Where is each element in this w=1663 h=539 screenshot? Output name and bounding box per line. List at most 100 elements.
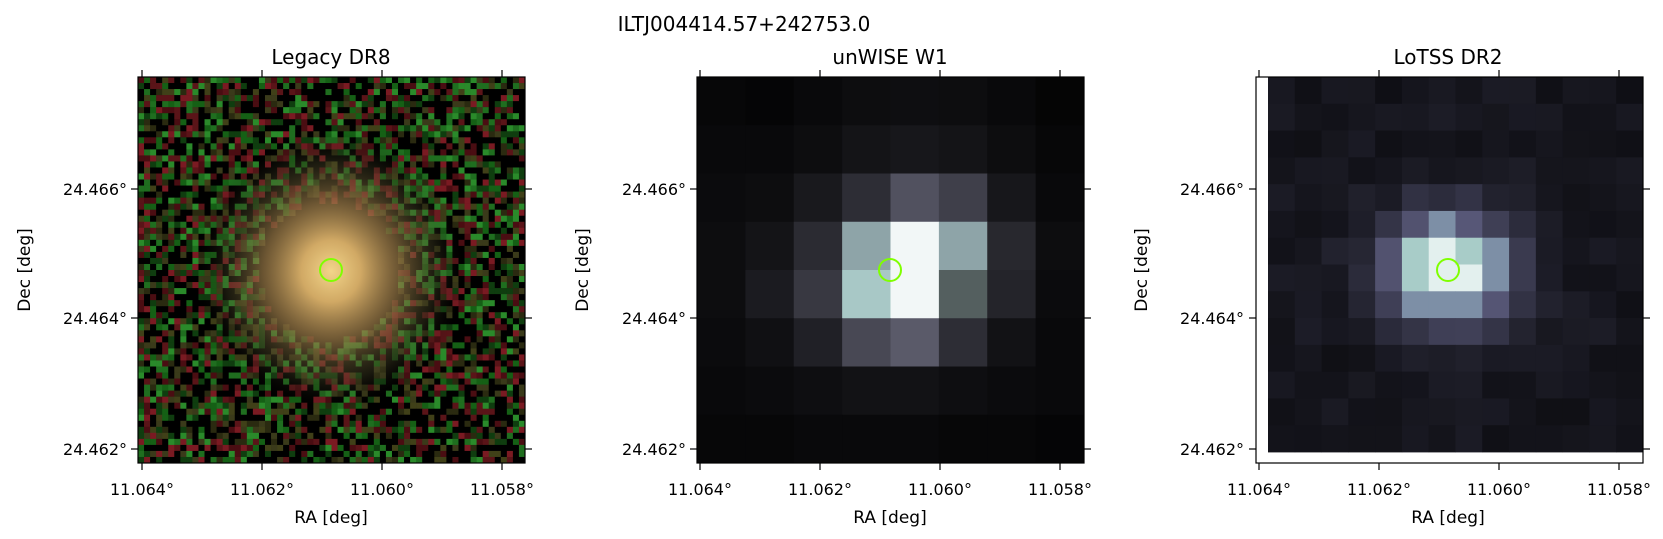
- noise-pixel: [192, 185, 199, 192]
- noise-pixel: [494, 173, 502, 180]
- image-pixel: [1294, 103, 1322, 131]
- noise-pixel: [488, 95, 496, 102]
- noise-pixel: [446, 131, 453, 138]
- noise-pixel: [464, 185, 471, 192]
- noise-pixel: [174, 390, 181, 397]
- image-pixel: [745, 366, 795, 416]
- noise-pixel: [404, 77, 411, 84]
- noise-pixel: [252, 131, 260, 138]
- noise-pixel: [210, 77, 217, 84]
- noise-pixel: [458, 89, 465, 96]
- noise-pixel: [222, 438, 230, 446]
- image-pixel: [1616, 398, 1644, 426]
- noise-pixel: [180, 77, 187, 84]
- y-tick-label: 24.464°: [1180, 309, 1244, 328]
- image-pixel: [890, 77, 940, 126]
- image-pixel: [1589, 103, 1617, 131]
- noise-pixel: [168, 420, 175, 428]
- noise-pixel: [391, 414, 399, 422]
- noise-pixel: [464, 101, 471, 108]
- noise-pixel: [452, 438, 459, 446]
- noise-pixel: [349, 119, 356, 126]
- noise-pixel: [434, 101, 441, 108]
- noise-pixel: [373, 101, 381, 108]
- noise-pixel: [391, 444, 399, 452]
- noise-pixel: [222, 125, 230, 132]
- noise-pixel: [476, 342, 483, 349]
- noise-pixel: [277, 420, 284, 428]
- noise-pixel: [470, 282, 477, 289]
- noise-pixel: [343, 113, 350, 120]
- noise-pixel: [464, 167, 471, 174]
- noise-pixel: [500, 312, 508, 319]
- noise-pixel: [440, 83, 447, 90]
- image-pixel: [1616, 291, 1644, 319]
- noise-pixel: [174, 263, 181, 271]
- noise-pixel: [506, 312, 514, 319]
- noise-pixel: [174, 444, 181, 452]
- image-pixel: [1589, 398, 1617, 426]
- noise-pixel: [156, 330, 163, 337]
- noise-pixel: [228, 420, 236, 428]
- noise-pixel: [446, 426, 453, 434]
- noise-pixel: [252, 143, 260, 150]
- noise-pixel: [246, 95, 254, 102]
- noise-pixel: [180, 155, 187, 162]
- noise-pixel: [240, 384, 248, 391]
- noise-pixel: [150, 125, 157, 132]
- noise-pixel: [416, 95, 423, 102]
- noise-pixel: [198, 191, 205, 198]
- noise-pixel: [488, 191, 496, 198]
- image-pixel: [1268, 264, 1296, 292]
- image-pixel: [842, 270, 891, 319]
- noise-pixel: [500, 221, 508, 229]
- image-pixel: [1455, 130, 1483, 158]
- noise-pixel: [144, 191, 151, 198]
- noise-pixel: [373, 119, 381, 126]
- image-pixel: [1509, 77, 1537, 105]
- noise-pixel: [319, 420, 326, 428]
- noise-pixel: [391, 101, 399, 108]
- noise-pixel: [174, 185, 181, 192]
- noise-pixel: [488, 456, 496, 463]
- noise-pixel: [349, 107, 356, 114]
- noise-pixel: [222, 366, 230, 373]
- noise-pixel: [482, 390, 490, 397]
- noise-pixel: [150, 336, 157, 343]
- noise-pixel: [198, 432, 205, 440]
- x-tick-label: 11.064°: [1227, 480, 1291, 499]
- noise-pixel: [174, 336, 181, 343]
- noise-pixel: [458, 83, 465, 90]
- noise-pixel: [482, 306, 490, 313]
- noise-pixel: [434, 414, 441, 422]
- noise-pixel: [319, 107, 326, 114]
- noise-pixel: [337, 432, 344, 440]
- noise-pixel: [410, 450, 417, 458]
- image-pixel: [1509, 425, 1537, 453]
- image-pixel: [1268, 103, 1296, 131]
- image-pixel: [938, 366, 988, 416]
- noise-pixel: [162, 270, 169, 277]
- noise-pixel: [325, 107, 332, 114]
- noise-pixel: [458, 173, 465, 180]
- noise-pixel: [488, 83, 496, 90]
- noise-pixel: [138, 125, 145, 132]
- noise-pixel: [464, 342, 471, 349]
- noise-pixel: [192, 245, 199, 253]
- noise-pixel: [222, 456, 230, 463]
- image-pixel: [1562, 237, 1590, 265]
- noise-pixel: [385, 408, 393, 416]
- noise-pixel: [156, 432, 163, 440]
- noise-pixel: [192, 456, 199, 463]
- noise-pixel: [404, 131, 411, 138]
- image-pixel: [1375, 184, 1403, 212]
- noise-pixel: [500, 354, 508, 361]
- noise-pixel: [198, 324, 205, 331]
- noise-pixel: [367, 113, 375, 120]
- noise-pixel: [186, 378, 193, 385]
- noise-pixel: [488, 143, 496, 150]
- noise-pixel: [150, 101, 157, 108]
- noise-pixel: [325, 420, 332, 428]
- noise-pixel: [264, 456, 272, 463]
- noise-pixel: [476, 125, 483, 132]
